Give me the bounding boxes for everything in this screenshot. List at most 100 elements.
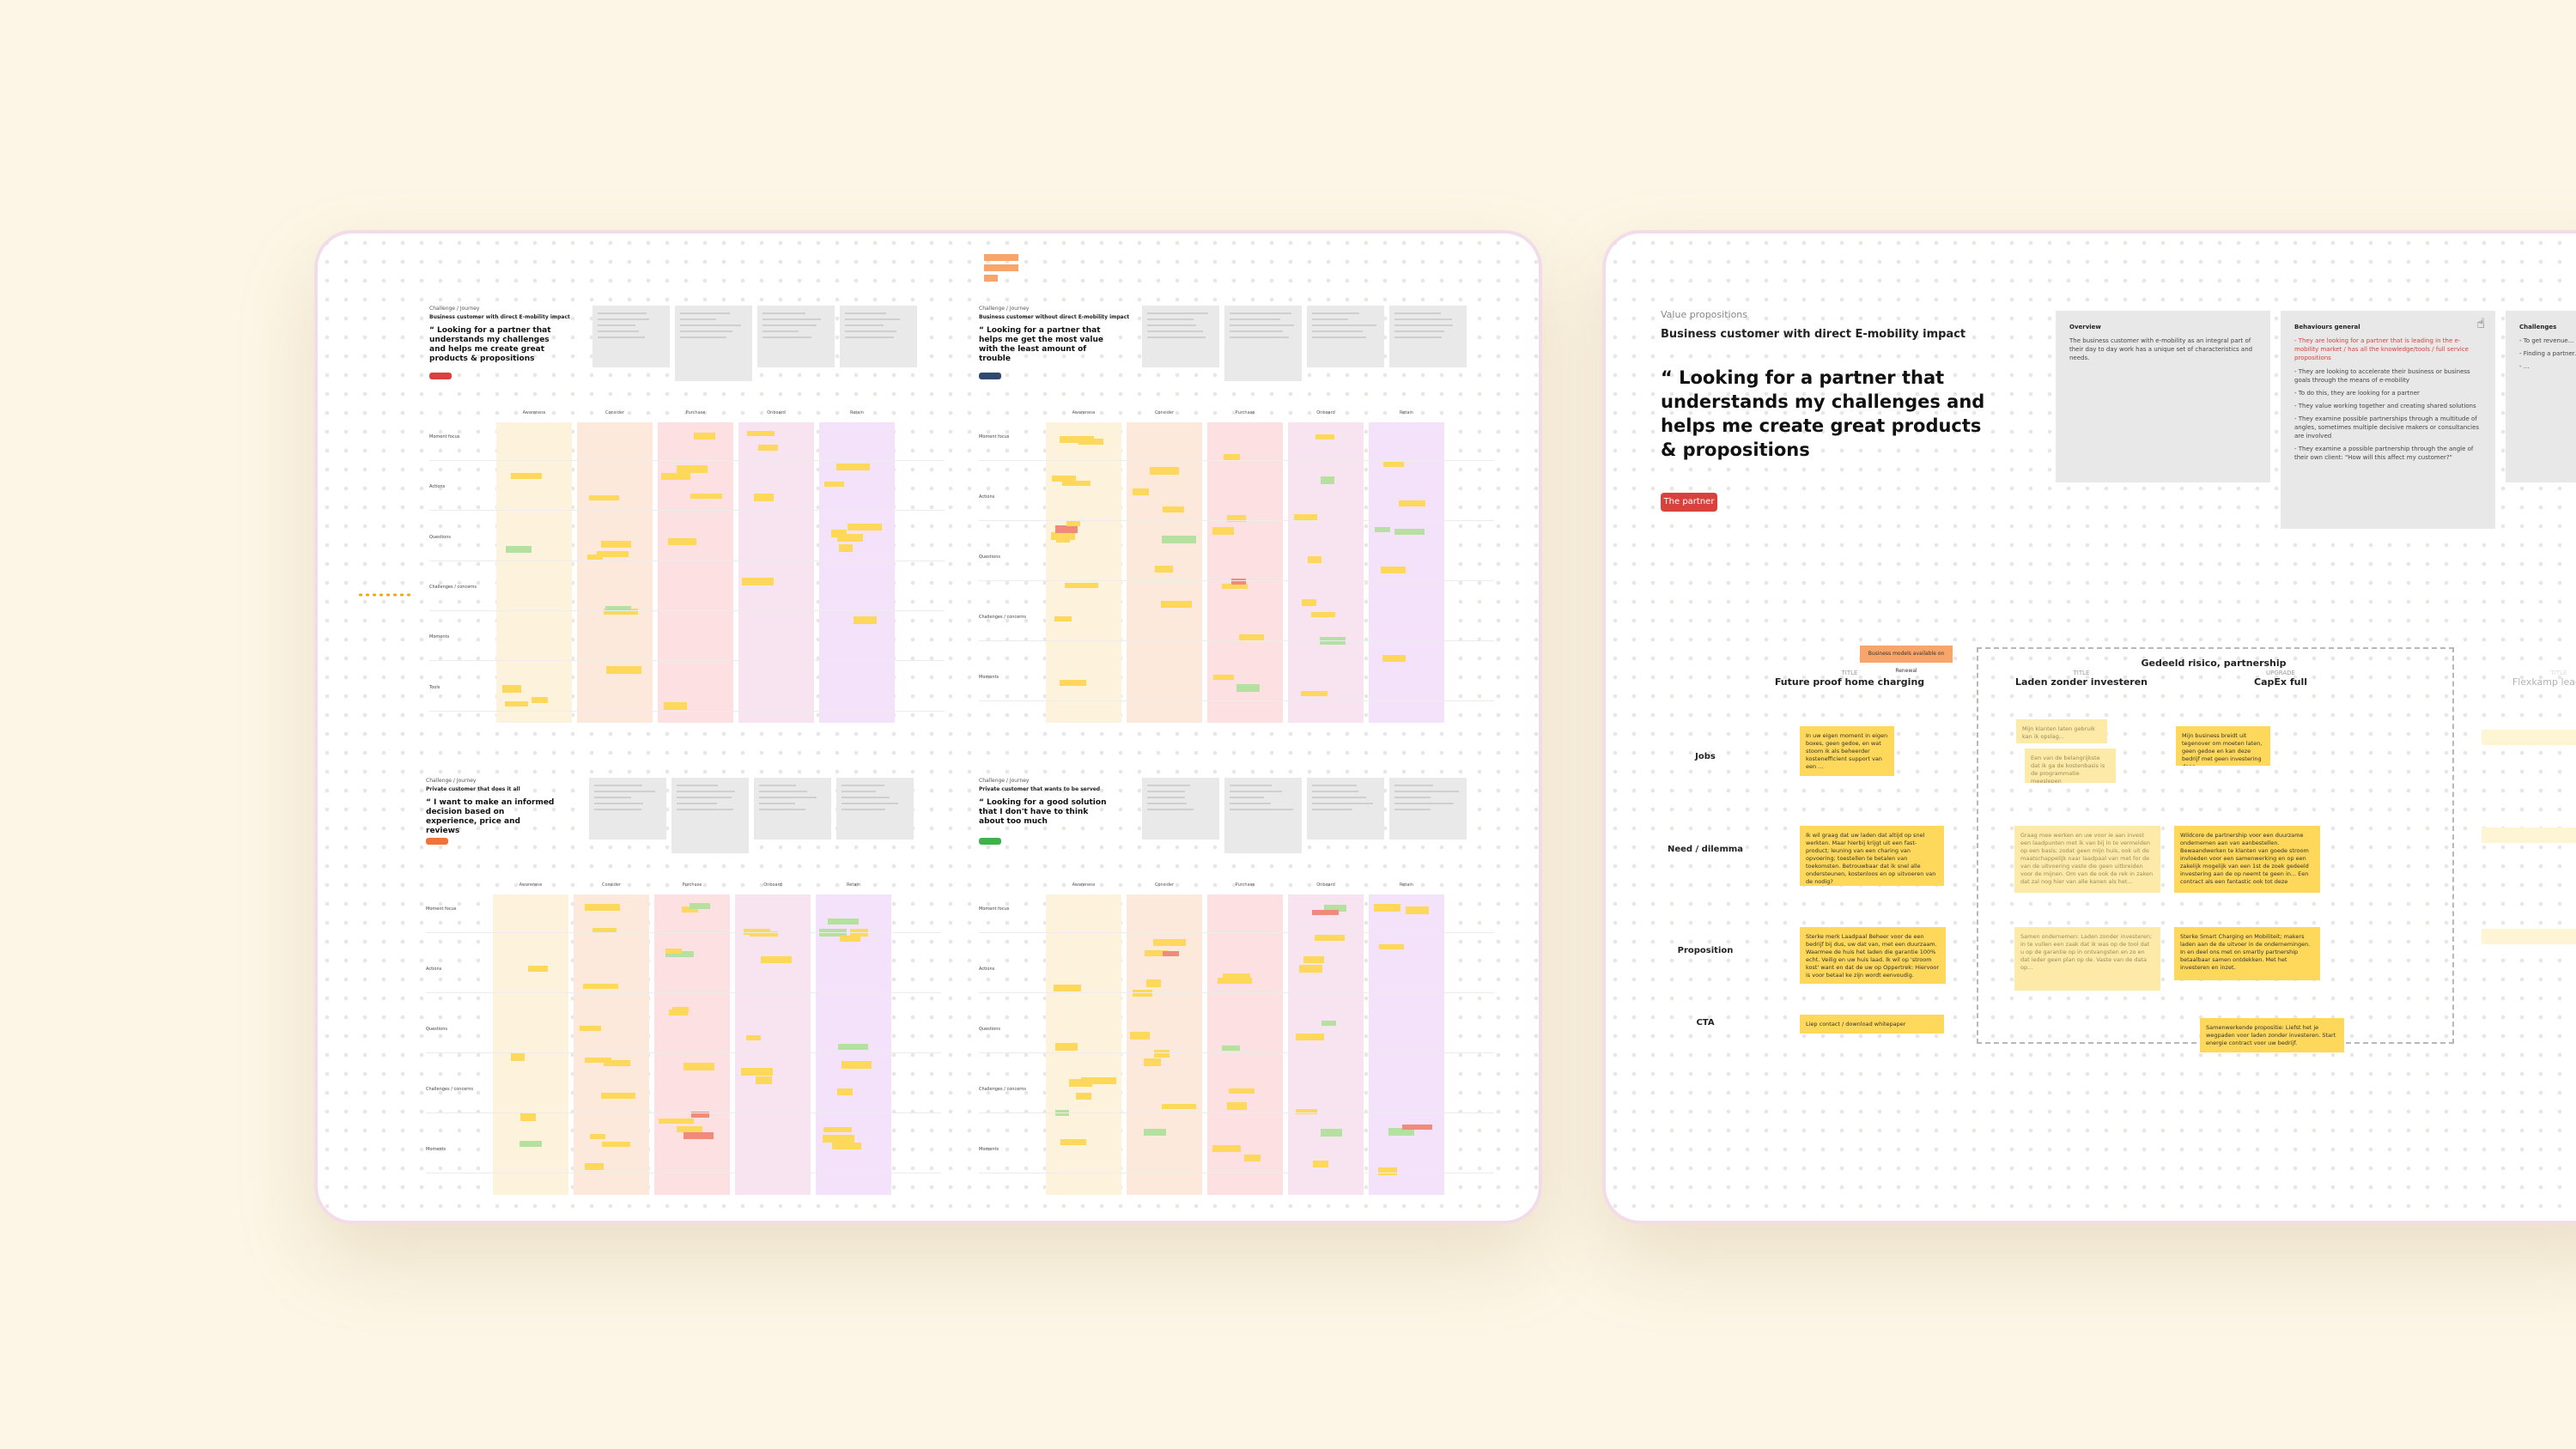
sticky-note[interactable] xyxy=(1130,1032,1150,1040)
sticky-note[interactable] xyxy=(690,903,710,909)
sticky-note[interactable] xyxy=(1146,979,1161,987)
sticky-note[interactable] xyxy=(1056,537,1070,543)
sticky-note[interactable] xyxy=(742,578,774,585)
sticky-note[interactable] xyxy=(1301,691,1327,696)
sticky-note[interactable] xyxy=(590,1134,605,1139)
sticky-note[interactable] xyxy=(605,606,631,611)
sticky-note[interactable] xyxy=(1051,532,1075,540)
sticky-note[interactable] xyxy=(841,1061,872,1069)
sticky-note[interactable] xyxy=(601,541,631,548)
sticky-note[interactable] xyxy=(665,949,682,954)
orange-note[interactable] xyxy=(984,254,1018,261)
sticky-note[interactable] xyxy=(831,530,847,537)
sticky-note[interactable] xyxy=(832,1143,861,1149)
sticky-note[interactable] xyxy=(597,551,629,557)
sticky-note[interactable]: Sterke merk Laadpaal Beheer voor de een … xyxy=(1800,927,1946,984)
sticky-note[interactable] xyxy=(683,1132,714,1139)
sticky-note[interactable] xyxy=(1223,973,1250,979)
sticky-note[interactable]: Liep contact / download whitepaper xyxy=(1800,1015,1944,1034)
sticky-note[interactable] xyxy=(1055,525,1078,533)
journey-board[interactable]: Challenge / Journey Business customer wit… xyxy=(314,230,1542,1224)
sticky-note[interactable] xyxy=(585,1163,604,1170)
sticky-note[interactable] xyxy=(840,936,860,942)
sticky-note[interactable] xyxy=(1065,583,1098,588)
sticky-note[interactable] xyxy=(744,929,770,935)
sticky-note[interactable] xyxy=(1239,634,1264,641)
sticky-note[interactable] xyxy=(848,524,882,530)
sticky-note[interactable] xyxy=(1324,905,1346,912)
sticky-note[interactable] xyxy=(1382,655,1406,662)
sticky-note[interactable] xyxy=(1294,514,1317,521)
sticky-note[interactable] xyxy=(761,956,792,963)
sticky-note[interactable] xyxy=(1378,1167,1397,1175)
sticky-note[interactable] xyxy=(1133,990,1152,997)
sticky-note[interactable]: Graag mee werken en uw voor ie aan inves… xyxy=(2014,826,2160,893)
sticky-note[interactable] xyxy=(1162,1104,1196,1109)
sticky-note[interactable] xyxy=(823,1127,852,1132)
sticky-note[interactable] xyxy=(528,966,548,972)
sticky-note[interactable] xyxy=(1222,1046,1240,1051)
sticky-note[interactable] xyxy=(668,538,696,545)
sticky-note[interactable] xyxy=(1312,910,1339,915)
sticky-note[interactable] xyxy=(1394,529,1425,535)
sticky-note[interactable] xyxy=(754,494,774,501)
sticky-note[interactable] xyxy=(664,702,687,710)
persona-tag[interactable] xyxy=(979,373,1001,379)
sticky-note[interactable]: Mijn klanten laten gebruik kan ik opslag… xyxy=(2016,719,2107,743)
sticky-note[interactable] xyxy=(502,685,521,693)
sticky-note[interactable] xyxy=(601,1093,635,1099)
sticky-note[interactable] xyxy=(677,1126,702,1132)
sticky-note[interactable] xyxy=(585,1058,611,1063)
sticky-note[interactable] xyxy=(1229,1088,1255,1094)
sticky-note[interactable]: Mijn business breidt uit tegenover om mo… xyxy=(2176,726,2270,766)
sticky-note[interactable] xyxy=(1399,500,1425,506)
sticky-note[interactable] xyxy=(1060,1139,1086,1145)
sticky-note[interactable] xyxy=(585,904,620,911)
sticky-note[interactable] xyxy=(1222,584,1248,589)
sticky-note[interactable] xyxy=(520,1113,536,1121)
sticky-note[interactable] xyxy=(1383,462,1404,467)
sticky-note[interactable] xyxy=(1212,1145,1241,1152)
sticky-note[interactable] xyxy=(1321,1021,1336,1026)
sticky-note[interactable] xyxy=(837,534,863,542)
sticky-note[interactable] xyxy=(1224,454,1240,460)
persona-tag[interactable] xyxy=(426,838,448,845)
sticky-note[interactable] xyxy=(839,544,853,552)
sticky-note[interactable] xyxy=(1163,506,1184,512)
sticky-note[interactable] xyxy=(1388,1128,1414,1136)
sticky-note[interactable] xyxy=(661,473,690,480)
sticky-note[interactable] xyxy=(1144,1058,1161,1066)
sticky-note[interactable] xyxy=(532,697,548,703)
sticky-note[interactable] xyxy=(824,482,844,487)
sticky-note[interactable] xyxy=(1155,566,1173,573)
sticky-note[interactable] xyxy=(1231,579,1246,585)
sticky-note[interactable] xyxy=(1321,1129,1342,1137)
sticky-note[interactable]: Ik wil graag dat uw laden dat altijd op … xyxy=(1800,826,1944,886)
sticky-note[interactable] xyxy=(1150,467,1179,475)
sticky-note[interactable] xyxy=(1296,1109,1317,1114)
value-proposition-board[interactable]: Value propositions Business customer wit… xyxy=(1602,230,2576,1224)
sticky-note[interactable] xyxy=(1299,965,1322,973)
sticky-note[interactable] xyxy=(1402,1125,1432,1130)
sticky-note[interactable] xyxy=(1163,951,1179,956)
sticky-note[interactable] xyxy=(1054,616,1072,621)
sticky-note[interactable] xyxy=(1213,675,1234,680)
sticky-note[interactable] xyxy=(604,1060,630,1066)
sticky-note[interactable] xyxy=(683,1063,714,1070)
sticky-note[interactable] xyxy=(828,919,859,925)
sticky-note[interactable] xyxy=(1379,944,1404,949)
sticky-note[interactable] xyxy=(1081,1077,1116,1084)
sticky-note[interactable] xyxy=(587,555,603,560)
sticky-note[interactable]: In uw eigen moment in eigen boxes, geen … xyxy=(1800,726,1894,776)
sticky-note[interactable] xyxy=(1052,476,1076,482)
sticky-note[interactable]: Een van de belangrijkste dat ik ga de ko… xyxy=(2025,749,2116,783)
sticky-note[interactable] xyxy=(758,445,778,451)
sticky-note[interactable] xyxy=(756,1076,772,1084)
sticky-note[interactable] xyxy=(1144,1129,1166,1136)
orange-note[interactable] xyxy=(984,264,1018,271)
sticky-note[interactable] xyxy=(691,1112,709,1118)
sticky-note-faint[interactable] xyxy=(2482,929,2576,944)
sticky-note[interactable] xyxy=(1303,956,1324,963)
sticky-note[interactable] xyxy=(1054,985,1081,991)
sticky-note[interactable] xyxy=(1315,434,1334,440)
